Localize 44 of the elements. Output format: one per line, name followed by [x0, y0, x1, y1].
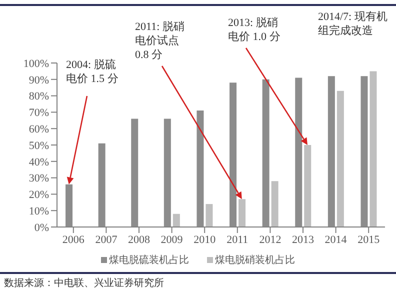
bar [262, 79, 270, 227]
y-tick-label: 30% [28, 172, 49, 185]
x-tick-label: 2006 [62, 234, 85, 246]
y-tick-label: 100% [23, 58, 49, 70]
bar [164, 118, 171, 227]
y-tick-label: 10% [28, 206, 49, 218]
bar [304, 145, 312, 227]
bar [230, 82, 237, 227]
x-tick-label: 2010 [194, 234, 216, 246]
bar [98, 143, 106, 227]
bar [370, 71, 377, 227]
x-tick-label: 2015 [358, 234, 380, 246]
annotation: 2011: 脱硝电价试点 0.8 分 [135, 20, 186, 62]
y-tick-label: 80% [28, 90, 49, 103]
bar [360, 76, 368, 227]
y-tick-label: 90% [28, 74, 49, 86]
x-tick-label: 2009 [160, 234, 184, 246]
bar [196, 110, 204, 227]
x-tick-label: 2011 [226, 234, 248, 246]
bar [172, 214, 180, 227]
bar [295, 78, 302, 227]
x-tick-label: 2007 [95, 234, 118, 246]
y-tick-label: 0% [34, 222, 49, 234]
annotation: 2004: 脱硫电价 1.5 分 [66, 58, 120, 86]
y-tick-label: 40% [28, 156, 49, 168]
legend-label: 煤电脱硫装机占比 [109, 254, 189, 267]
bar [328, 76, 335, 227]
x-tick-label: 2008 [128, 234, 150, 246]
x-tick-label: 2013 [292, 234, 314, 246]
bar [336, 90, 344, 227]
y-tick-label: 60% [28, 124, 49, 136]
bar [206, 204, 213, 227]
x-tick-label: 2014 [324, 234, 348, 246]
bar [271, 181, 278, 227]
legend-label: 煤电脱硝装机占比 [215, 254, 295, 267]
annotation: 2013: 脱硝电价 1.0 分 [228, 16, 282, 44]
text: 2014/7: 现有机组完成改造 [318, 10, 388, 38]
x-tick-label: 2012 [259, 234, 282, 246]
y-tick-label: 20% [28, 189, 49, 202]
bar [131, 118, 138, 227]
y-tick-label: 50% [28, 140, 49, 152]
source-note: 数据来源：中电联、兴业证券研究所 [4, 276, 164, 290]
y-tick-label: 70% [28, 107, 49, 120]
bar [238, 199, 246, 227]
